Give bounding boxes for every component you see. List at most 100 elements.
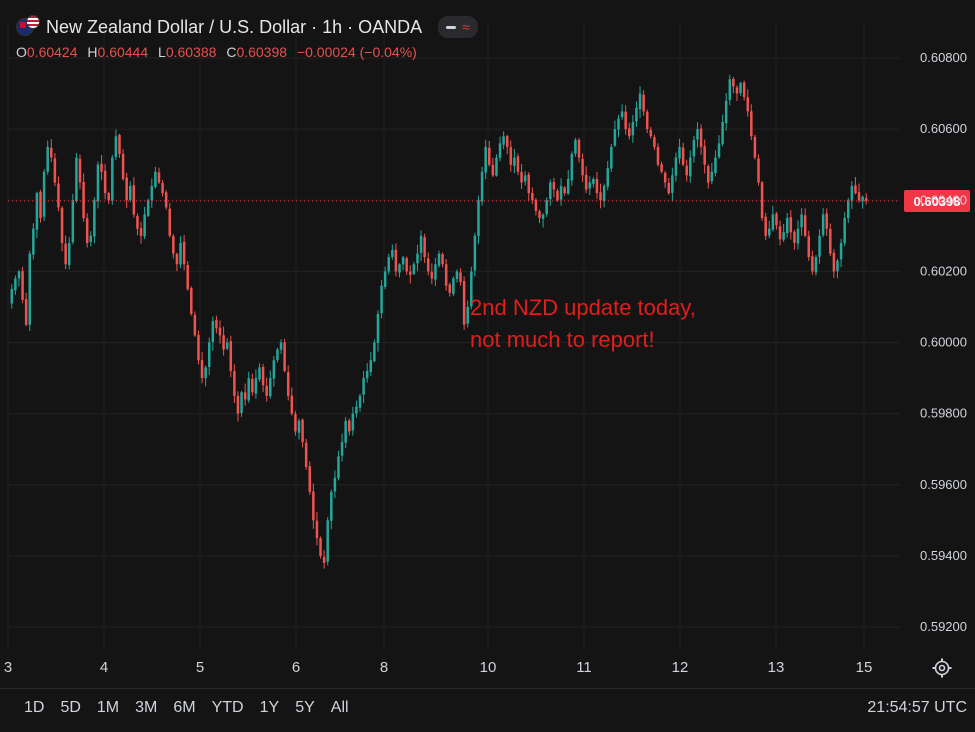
candle bbox=[818, 229, 821, 264]
candle bbox=[233, 364, 236, 404]
candle bbox=[444, 259, 448, 291]
candle bbox=[800, 208, 803, 236]
range-button-1d[interactable]: 1D bbox=[24, 699, 45, 716]
symbol-title[interactable]: New Zealand Dollar / U.S. Dollar · 1h · … bbox=[46, 16, 423, 37]
indicator-toggle[interactable]: ≈ bbox=[438, 16, 478, 38]
candle bbox=[369, 352, 373, 376]
candle bbox=[405, 256, 408, 275]
candle bbox=[807, 230, 811, 261]
candle bbox=[308, 461, 312, 495]
candle bbox=[276, 347, 279, 363]
range-button-all[interactable]: All bbox=[330, 699, 349, 716]
candle bbox=[322, 550, 326, 569]
candle bbox=[182, 235, 186, 271]
candle bbox=[829, 223, 832, 257]
candle bbox=[17, 269, 21, 287]
candle bbox=[692, 135, 696, 163]
candle bbox=[85, 213, 89, 248]
candle bbox=[462, 276, 466, 330]
candle bbox=[821, 207, 825, 238]
candle bbox=[624, 105, 627, 135]
candle bbox=[132, 177, 136, 218]
candle bbox=[409, 265, 412, 284]
y-tick-label: 0.59800 bbox=[920, 406, 967, 421]
candle bbox=[477, 195, 480, 244]
candle bbox=[136, 213, 139, 236]
candle bbox=[93, 197, 96, 244]
candle bbox=[764, 212, 767, 241]
candle bbox=[297, 418, 301, 440]
x-tick-label: 4 bbox=[100, 659, 108, 676]
range-button-6m[interactable]: 6M bbox=[173, 699, 196, 716]
candle bbox=[50, 139, 53, 163]
settings-gear-icon[interactable] bbox=[931, 657, 953, 679]
candle bbox=[645, 109, 649, 134]
candle bbox=[577, 138, 581, 163]
candle bbox=[574, 137, 577, 157]
candle bbox=[53, 152, 57, 187]
x-tick-label: 11 bbox=[576, 659, 592, 676]
candle bbox=[746, 89, 749, 117]
candle bbox=[197, 330, 200, 365]
candle bbox=[261, 364, 265, 393]
range-button-3m[interactable]: 3M bbox=[135, 699, 158, 716]
range-button-ytd[interactable]: YTD bbox=[211, 699, 244, 716]
high-label: H bbox=[87, 44, 98, 60]
y-tick-label: 0.60000 bbox=[920, 335, 967, 350]
candle bbox=[811, 250, 814, 275]
candle bbox=[660, 161, 663, 174]
y-tick-label: 0.59600 bbox=[920, 477, 967, 492]
annotation-line-1: 2nd NZD update today, bbox=[470, 295, 696, 320]
candle bbox=[376, 310, 380, 352]
candle bbox=[434, 257, 437, 287]
candle bbox=[768, 220, 771, 239]
candle bbox=[739, 81, 742, 96]
low-value: 0.60388 bbox=[165, 44, 217, 60]
candle bbox=[412, 261, 416, 275]
y-tick-label: 0.60800 bbox=[920, 50, 967, 65]
candle bbox=[75, 152, 78, 203]
x-tick-label: 10 bbox=[480, 659, 497, 676]
x-axis[interactable]: 3 4 5 6 8 10 11 12 13 15 bbox=[4, 659, 873, 676]
candle bbox=[254, 369, 258, 399]
range-button-1m[interactable]: 1M bbox=[96, 699, 120, 716]
chart-annotation: 2nd NZD update today, not much to report… bbox=[470, 292, 770, 356]
candles bbox=[10, 74, 868, 569]
candle bbox=[57, 176, 60, 212]
range-button-5y[interactable]: 5Y bbox=[295, 699, 315, 716]
candle bbox=[67, 237, 71, 270]
candle bbox=[290, 387, 294, 416]
candle bbox=[304, 438, 308, 470]
candle bbox=[383, 266, 387, 290]
candle bbox=[222, 326, 225, 356]
y-axis[interactable]: 0.60800 0.60600 0.60400 0.60200 0.60000 0.598… bbox=[920, 50, 967, 634]
candle bbox=[480, 166, 484, 206]
candle bbox=[121, 149, 125, 181]
candle bbox=[64, 235, 67, 270]
y-tick-label: 0.60600 bbox=[920, 121, 967, 136]
candle bbox=[595, 171, 599, 199]
candle bbox=[549, 179, 552, 206]
range-button-5d[interactable]: 5D bbox=[60, 699, 81, 716]
candle bbox=[584, 166, 588, 194]
candle bbox=[674, 152, 678, 182]
candle bbox=[258, 363, 261, 382]
range-button-1y[interactable]: 1Y bbox=[259, 699, 280, 716]
candle bbox=[631, 115, 635, 143]
candle bbox=[861, 195, 864, 209]
candle bbox=[150, 178, 154, 208]
candle bbox=[139, 221, 143, 244]
candle bbox=[362, 371, 365, 403]
candle bbox=[721, 114, 724, 147]
candle bbox=[326, 517, 329, 566]
candle bbox=[416, 244, 419, 271]
candle bbox=[351, 406, 355, 436]
candle bbox=[315, 512, 319, 546]
candle bbox=[606, 160, 609, 191]
candle bbox=[534, 198, 538, 216]
candle bbox=[775, 211, 778, 230]
x-tick-label: 5 bbox=[196, 659, 204, 676]
open-value: 0.60424 bbox=[26, 44, 78, 60]
